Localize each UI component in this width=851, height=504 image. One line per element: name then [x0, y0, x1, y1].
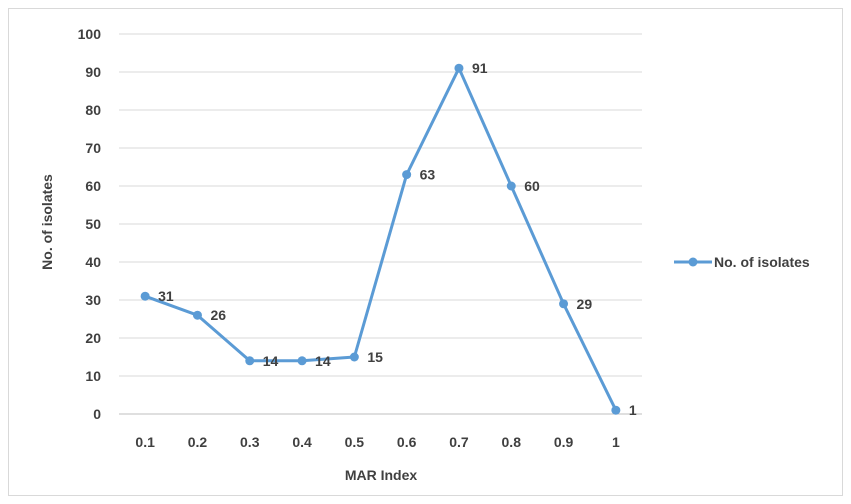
y-tick-label: 90 [85, 64, 101, 80]
y-tick-label: 30 [85, 292, 101, 308]
x-tick-label: 0.7 [449, 434, 469, 450]
x-tick-label: 0.9 [554, 434, 574, 450]
data-point [245, 356, 255, 366]
y-tick-label: 0 [93, 406, 101, 422]
legend: No. of isolates [674, 254, 810, 270]
x-tick-label: 0.6 [397, 434, 417, 450]
data-label: 14 [263, 353, 279, 369]
series-layer [140, 63, 621, 415]
x-tick-label: 0.3 [240, 434, 260, 450]
legend-label: No. of isolates [714, 254, 810, 270]
data-point [349, 352, 359, 362]
y-axis-ticks: 0 10 20 30 40 50 60 70 80 90 100 [78, 26, 102, 422]
gridlines [119, 33, 642, 415]
x-tick-label: 0.1 [135, 434, 155, 450]
y-tick-label: 100 [78, 26, 102, 42]
data-point [192, 310, 202, 320]
y-tick-label: 10 [85, 368, 101, 384]
y-tick-label: 20 [85, 330, 101, 346]
y-tick-label: 80 [85, 102, 101, 118]
y-tick-label: 60 [85, 178, 101, 194]
legend-point-marker [688, 257, 698, 267]
x-tick-label: 0.5 [345, 434, 365, 450]
data-label: 14 [315, 353, 331, 369]
data-label: 91 [472, 60, 488, 76]
x-tick-label: 0.2 [188, 434, 208, 450]
data-point [140, 291, 150, 301]
y-tick-label: 50 [85, 216, 101, 232]
data-point [559, 299, 569, 309]
data-label: 60 [524, 178, 540, 194]
x-axis-ticks: 0.1 0.2 0.3 0.4 0.5 0.6 0.7 0.8 0.9 1 [135, 434, 620, 450]
y-axis-title: No. of isolates [39, 174, 55, 270]
chart-frame [8, 8, 843, 496]
data-label: 26 [210, 307, 226, 323]
x-axis-title: MAR Index [345, 467, 418, 483]
data-label: 63 [420, 167, 436, 183]
data-label: 1 [629, 402, 637, 418]
data-point [506, 181, 516, 191]
data-label: 31 [158, 288, 174, 304]
data-point [454, 63, 464, 73]
data-label: 15 [367, 349, 383, 365]
data-point [611, 405, 621, 415]
x-tick-label: 0.8 [502, 434, 522, 450]
data-label: 29 [577, 296, 593, 312]
data-labels: 31 26 14 14 15 63 91 60 29 1 [158, 60, 637, 418]
x-tick-label: 1 [612, 434, 620, 450]
y-tick-label: 70 [85, 140, 101, 156]
x-tick-label: 0.4 [292, 434, 312, 450]
data-point [402, 170, 412, 180]
data-point [297, 356, 307, 366]
y-tick-label: 40 [85, 254, 101, 270]
series-line [144, 66, 618, 411]
